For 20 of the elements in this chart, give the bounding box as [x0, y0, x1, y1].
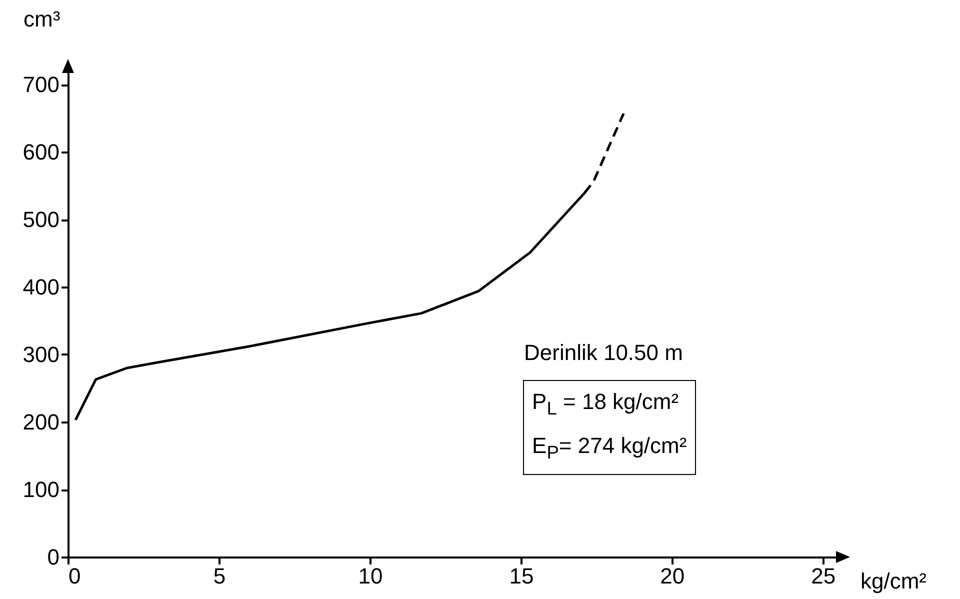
y-tick-label: 300 — [22, 342, 60, 367]
x-tick-label: 15 — [509, 564, 534, 588]
y-tick-label: 0 — [47, 544, 60, 570]
annotation: Derinlik 10.50 m — [524, 340, 683, 366]
annotation: E$_{P}$= 274 kg/cm² — [532, 432, 687, 465]
x-tick-label: 10 — [358, 564, 383, 588]
y-tick-label: 400 — [22, 274, 60, 300]
y-tick-label: 500 — [22, 207, 60, 232]
x-tick-label: 25 — [811, 564, 836, 588]
x-tick-label: 0 — [68, 564, 81, 588]
y-tick-label: 200 — [22, 410, 60, 434]
y-tick-label: 100 — [22, 477, 60, 502]
y-tick-label: 700 — [22, 72, 60, 97]
x-tick-label: 20 — [660, 564, 685, 588]
annotation: P$_{L}$ = 18 kg/cm² — [532, 388, 680, 420]
note-frame: P$_{L}$ = 18 kg/cm² E$_{P}$= 274 kg/cm² — [523, 380, 696, 475]
x-tick-label: 5 — [213, 564, 226, 588]
x-axis-title: kg/cm² — [860, 568, 926, 594]
y-tick-label: 600 — [22, 140, 60, 164]
y-axis-title: cm³ — [24, 6, 60, 32]
